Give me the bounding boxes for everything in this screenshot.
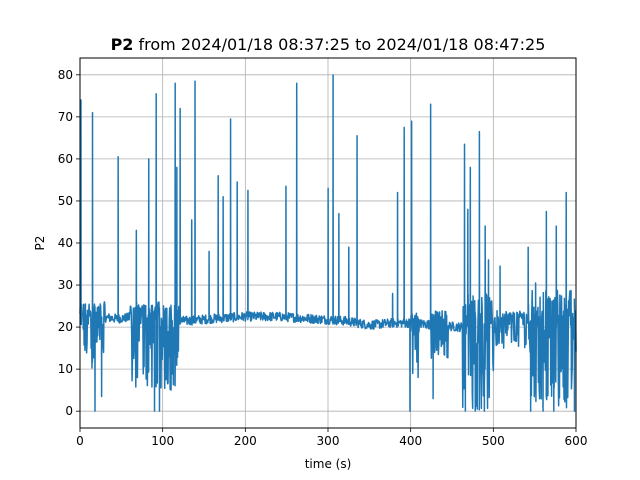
y-tick-label: 40 <box>58 236 73 250</box>
y-tick-label: 30 <box>58 278 73 292</box>
chart-title: P2 from 2024/01/18 08:37:25 to 2024/01/1… <box>111 35 546 54</box>
y-tick-label: 20 <box>58 320 73 334</box>
ticks: 0 100 200 300 400 500 600 0 10 20 30 40 50 60 70 80 <box>58 68 588 448</box>
x-tick-label: 300 <box>317 434 340 448</box>
plot-area <box>79 74 577 412</box>
y-tick-label: 70 <box>58 110 73 124</box>
y-tick-label: 80 <box>58 68 73 82</box>
x-tick-label: 400 <box>399 434 422 448</box>
x-tick-label: 500 <box>482 434 505 448</box>
y-tick-label: 50 <box>58 194 73 208</box>
x-axis-label: time (s) <box>305 457 352 471</box>
y-tick-label: 60 <box>58 152 73 166</box>
x-tick-label: 200 <box>234 434 257 448</box>
x-tick-label: 0 <box>76 434 84 448</box>
y-axis-label: P2 <box>33 236 47 251</box>
series-line <box>79 74 577 412</box>
chart-title-bold: P2 <box>111 35 134 54</box>
x-tick-label: 600 <box>565 434 588 448</box>
y-tick-label: 0 <box>65 404 73 418</box>
y-tick-label: 10 <box>58 362 73 376</box>
x-tick-label: 100 <box>151 434 174 448</box>
chart-title-rest: from 2024/01/18 08:37:25 to 2024/01/18 0… <box>133 35 545 54</box>
